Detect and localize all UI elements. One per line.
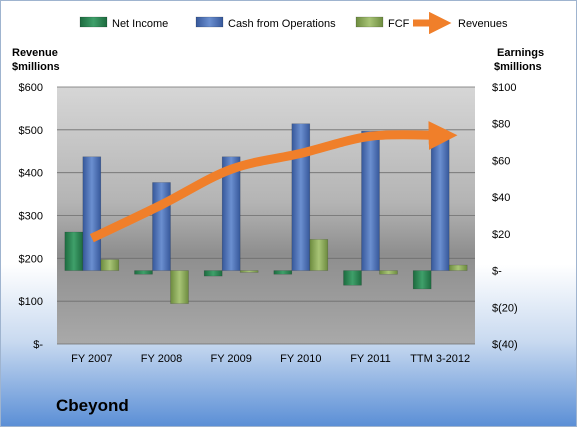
right-axis-tick-label: $- [492,266,502,278]
left-axis-tick-label: $600 [19,82,43,94]
revenues-line [89,121,458,243]
bar-net-income [343,270,362,286]
bar-cash-from-operations [291,123,311,271]
right-axis-title-line2: $millions [494,61,542,73]
left-axis-tick-label: $200 [19,253,43,265]
legend-label: Revenues [458,18,508,30]
bar-net-income [134,270,153,275]
bar-net-income [412,270,432,290]
x-axis-tick-label: FY 2011 [350,353,391,365]
bar-cash-from-operations [430,132,450,271]
legend-label: Cash from Operations [228,18,336,30]
x-axis-tick-label: FY 2008 [141,353,182,365]
bar-fcf [239,270,259,273]
right-axis-tick-label: $80 [492,119,510,131]
right-axis-tick-label: $60 [492,155,510,167]
left-axis-tick-label: $- [33,339,43,351]
bar-fcf [309,239,329,271]
x-axis-tick-label: FY 2007 [71,353,112,365]
x-axis-tick-label: FY 2009 [210,353,251,365]
legend-swatch-cash-from-operations [195,16,224,28]
bar-cash-from-operations [361,130,380,271]
legend-label: FCF [388,18,410,30]
left-axis-title-line2: $millions [12,61,60,73]
left-axis-tick-label: $500 [19,125,43,137]
right-axis-tick-label: $20 [492,229,510,241]
bar-fcf [448,264,468,271]
bar-cash-from-operations [82,156,102,271]
left-axis-tick-label: $400 [19,168,43,180]
legend-label: Net Income [112,18,168,30]
x-axis-tick-label: FY 2010 [280,353,321,365]
right-axis-tick-label: $100 [492,82,516,94]
legend-swatch-net-income [79,16,108,28]
bar-fcf [379,270,398,275]
bar-net-income [64,231,84,271]
x-axis-tick-label: TTM 3-2012 [410,353,470,365]
bar-net-income [203,270,223,277]
bar-net-income [273,270,293,275]
legend-swatch-fcf [355,16,384,28]
left-axis-tick-label: $300 [19,211,43,223]
left-axis-tick-label: $100 [19,296,43,308]
bar-fcf [170,270,189,304]
company-name: Cbeyond [56,396,129,415]
right-axis-tick-label: $(40) [492,339,518,351]
bar-fcf [100,259,120,271]
right-axis-title-line1: Earnings [497,47,544,59]
left-axis-title-line1: Revenue [12,47,58,59]
bar-cash-from-operations [152,182,171,271]
bar-cash-from-operations [221,156,241,271]
right-axis-tick-label: $40 [492,192,510,204]
right-axis-tick-label: $(20) [492,302,518,314]
